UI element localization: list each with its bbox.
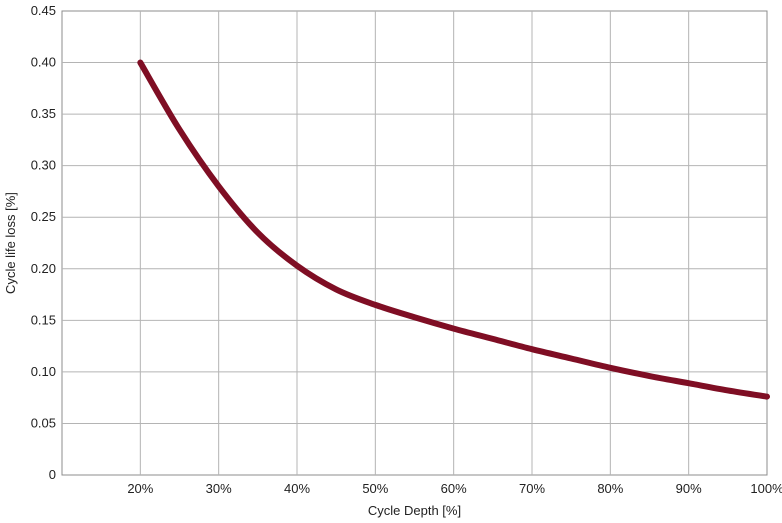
y-tick-label: 0.45 bbox=[31, 3, 56, 18]
plot-area bbox=[61, 10, 768, 476]
x-tick-label: 40% bbox=[284, 481, 310, 496]
y-tick-label: 0.20 bbox=[31, 261, 56, 276]
grid-lines bbox=[62, 11, 767, 475]
y-tick-label: 0.35 bbox=[31, 106, 56, 121]
x-axis-ticks: 20% 30% 40% 50% 60% 70% 80% 90% 100% bbox=[127, 481, 782, 496]
y-axis-ticks: 0 0.05 0.10 0.15 0.20 0.25 0.30 0.35 0.40 0.45 bbox=[31, 3, 56, 482]
y-tick-label: 0.15 bbox=[31, 312, 56, 327]
y-axis-title: Cycle life loss [%] bbox=[3, 192, 18, 294]
y-tick-label: 0.40 bbox=[31, 55, 56, 70]
series-layer bbox=[137, 59, 770, 400]
series-line bbox=[137, 59, 770, 400]
x-tick-label: 20% bbox=[127, 481, 153, 496]
y-tick-label: 0.10 bbox=[31, 364, 56, 379]
x-tick-label: 100% bbox=[750, 481, 782, 496]
x-tick-label: 60% bbox=[441, 481, 467, 496]
y-tick-label: 0.30 bbox=[31, 158, 56, 173]
x-tick-label: 50% bbox=[362, 481, 388, 496]
x-tick-label: 80% bbox=[597, 481, 623, 496]
y-tick-label: 0.05 bbox=[31, 415, 56, 430]
x-axis-title: Cycle Depth [%] bbox=[368, 503, 461, 518]
x-tick-label: 70% bbox=[519, 481, 545, 496]
x-tick-label: 90% bbox=[676, 481, 702, 496]
x-tick-label: 30% bbox=[206, 481, 232, 496]
y-tick-label: 0.25 bbox=[31, 209, 56, 224]
y-tick-label: 0 bbox=[49, 467, 56, 482]
